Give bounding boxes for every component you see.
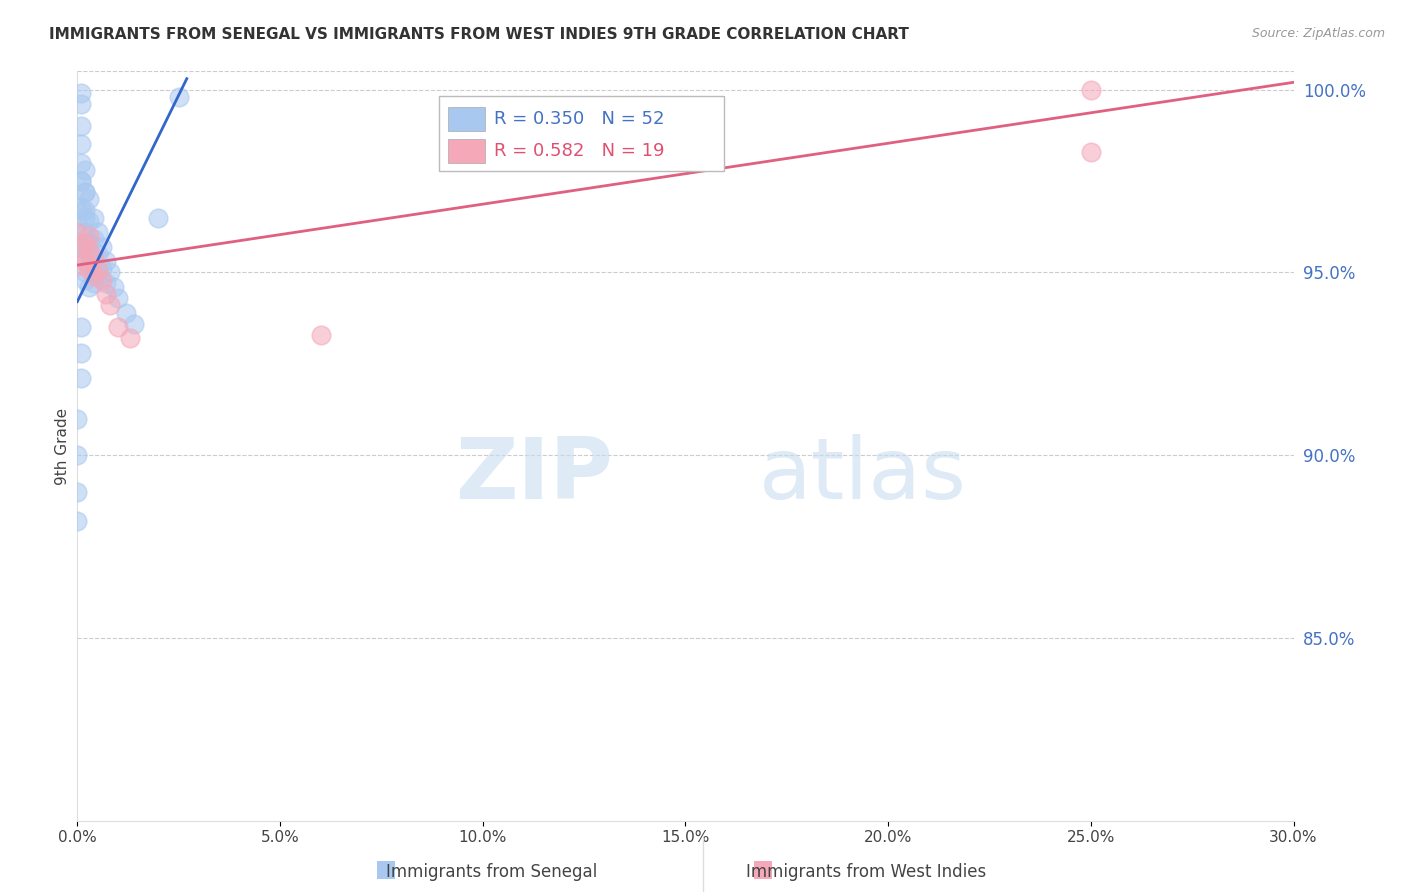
Point	[75, 185, 97, 199]
Point	[70, 200, 93, 214]
Point	[83, 232, 105, 246]
Point	[70, 240, 93, 254]
Point	[79, 258, 101, 272]
Point	[79, 261, 101, 276]
Point	[66, 236, 89, 251]
Text: Immigrants from Senegal: Immigrants from Senegal	[387, 863, 598, 881]
Point	[66, 411, 89, 425]
Point	[70, 155, 93, 169]
Point	[79, 236, 101, 251]
Point	[75, 185, 97, 199]
Point	[75, 244, 97, 258]
Point	[86, 268, 108, 283]
Point	[70, 174, 93, 188]
Point	[83, 268, 105, 283]
Point	[86, 261, 108, 276]
Point	[79, 214, 101, 228]
Point	[83, 254, 105, 268]
Point	[70, 320, 93, 334]
Point	[98, 265, 121, 279]
Point	[94, 287, 117, 301]
Point	[66, 225, 89, 239]
Text: R = 0.582   N = 19: R = 0.582 N = 19	[495, 142, 665, 160]
Point	[75, 236, 97, 251]
Point	[107, 291, 129, 305]
Point	[75, 265, 97, 279]
Text: R = 0.350   N = 52: R = 0.350 N = 52	[495, 111, 665, 128]
Point	[79, 228, 101, 243]
Point	[118, 331, 141, 345]
Text: atlas: atlas	[758, 434, 966, 517]
Point	[86, 247, 108, 261]
Point	[75, 203, 97, 218]
Point	[70, 174, 93, 188]
Point	[83, 277, 105, 291]
FancyBboxPatch shape	[439, 96, 724, 171]
Point	[83, 251, 105, 265]
Point	[115, 305, 138, 319]
Point	[90, 261, 112, 276]
Point	[107, 320, 129, 334]
Text: Source: ZipAtlas.com: Source: ZipAtlas.com	[1251, 27, 1385, 40]
Point	[86, 225, 108, 239]
Point	[66, 484, 89, 499]
Point	[66, 218, 89, 232]
FancyBboxPatch shape	[449, 107, 485, 131]
Text: IMMIGRANTS FROM SENEGAL VS IMMIGRANTS FROM WEST INDIES 9TH GRADE CORRELATION CHA: IMMIGRANTS FROM SENEGAL VS IMMIGRANTS FR…	[49, 27, 910, 42]
Point	[66, 514, 89, 528]
Point	[90, 240, 112, 254]
Point	[75, 163, 97, 178]
Point	[66, 203, 89, 218]
Y-axis label: 9th Grade: 9th Grade	[55, 408, 70, 484]
Point	[90, 273, 112, 287]
Point	[70, 119, 93, 133]
Point	[1080, 82, 1102, 96]
Point	[75, 273, 97, 287]
Point	[75, 211, 97, 225]
Point	[79, 236, 101, 251]
Point	[167, 90, 190, 104]
Text: Immigrants from West Indies: Immigrants from West Indies	[747, 863, 986, 881]
Point	[70, 247, 93, 261]
Point	[79, 192, 101, 206]
Point	[70, 346, 93, 360]
Text: ZIP: ZIP	[454, 434, 613, 517]
Point	[94, 254, 117, 268]
Point	[66, 448, 89, 462]
Point	[94, 277, 117, 291]
Point	[70, 97, 93, 112]
Point	[1080, 145, 1102, 159]
Point	[70, 371, 93, 385]
Point	[309, 327, 332, 342]
Point	[83, 211, 105, 225]
Point	[75, 225, 97, 239]
Point	[70, 87, 93, 101]
Point	[103, 280, 125, 294]
Point	[70, 137, 93, 152]
Point	[79, 280, 101, 294]
Point	[70, 258, 93, 272]
Point	[75, 254, 97, 268]
Point	[79, 244, 101, 258]
Point	[148, 211, 170, 225]
FancyBboxPatch shape	[449, 139, 485, 162]
Point	[122, 317, 145, 331]
Point	[98, 298, 121, 312]
